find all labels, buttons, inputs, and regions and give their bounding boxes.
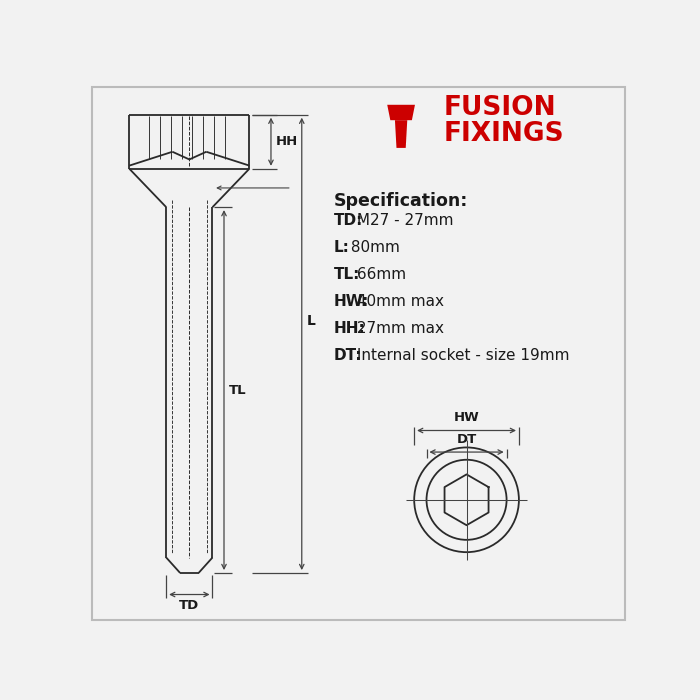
Text: 40mm max: 40mm max <box>352 294 444 309</box>
Text: Internal socket - size 19mm: Internal socket - size 19mm <box>352 348 570 363</box>
Text: DT: DT <box>456 433 477 446</box>
Text: TL:: TL: <box>334 267 360 282</box>
Text: L: L <box>307 314 315 328</box>
Text: 27mm max: 27mm max <box>352 321 444 336</box>
Text: DT:: DT: <box>334 348 363 363</box>
Text: L:: L: <box>334 240 350 256</box>
Text: FUSION: FUSION <box>444 95 556 121</box>
Polygon shape <box>387 105 415 120</box>
Text: 80mm: 80mm <box>346 240 400 256</box>
Text: HH:: HH: <box>334 321 366 336</box>
Polygon shape <box>395 120 407 148</box>
Text: HW:: HW: <box>334 294 370 309</box>
Text: TL: TL <box>229 384 246 397</box>
Text: HW: HW <box>454 411 480 424</box>
Text: M27 - 27mm: M27 - 27mm <box>352 214 454 228</box>
Text: TD:: TD: <box>334 214 363 228</box>
Text: HH: HH <box>276 135 298 148</box>
Text: 66mm: 66mm <box>352 267 406 282</box>
Text: TD: TD <box>179 598 200 612</box>
Text: FIXINGS: FIXINGS <box>444 121 564 147</box>
Text: Specification:: Specification: <box>334 192 468 210</box>
